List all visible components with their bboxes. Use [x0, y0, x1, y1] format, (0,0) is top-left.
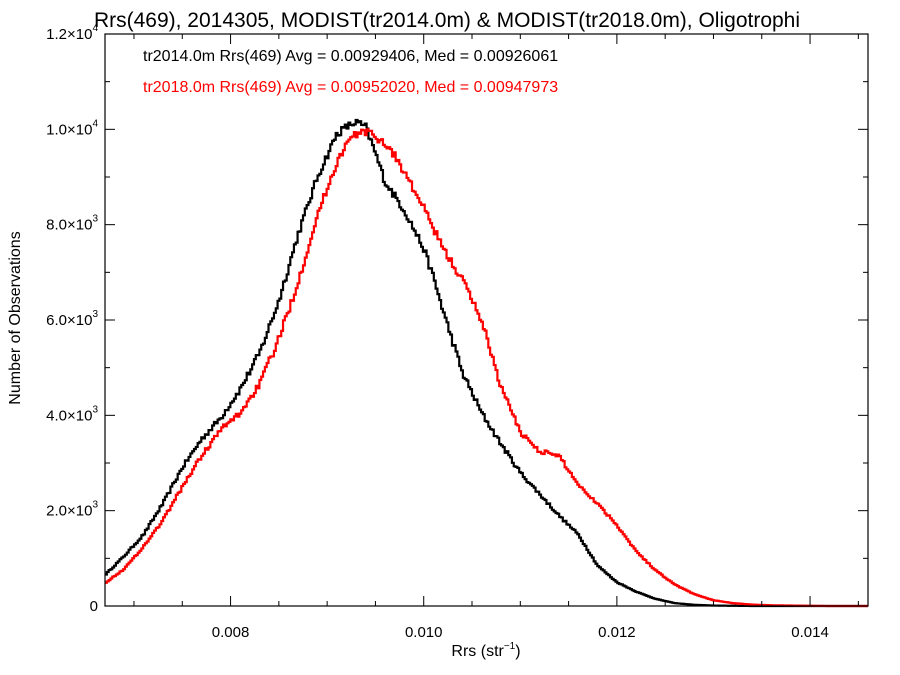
chart-title: Rrs(469), 2014305, MODIST(tr2014.0m) & M…	[94, 9, 800, 32]
y-tick-label: 1.2×104	[46, 23, 98, 43]
y-tick-label: 6.0×103	[46, 309, 98, 329]
x-axis: 0.008 0.010 0.012 0.014	[133, 34, 859, 641]
y-tick-label: 2.0×103	[46, 500, 98, 520]
x-axis-label: Rrs (str−1)	[451, 641, 520, 660]
y-axis: 0 2.0×103 4.0×103 6.0×103 8.0×103 1.0×104 1.2×…	[46, 23, 868, 615]
x-tick-label: 0.010	[405, 624, 443, 641]
y-axis-label: Number of Observations	[7, 231, 24, 404]
y-tick-label: 8.0×103	[46, 214, 98, 234]
y-tick-label: 1.0×104	[46, 118, 98, 138]
y-tick-label: 4.0×103	[46, 404, 98, 424]
x-tick-label: 0.014	[791, 624, 829, 641]
series-line-1	[105, 128, 868, 608]
x-tick-label: 0.012	[598, 624, 636, 641]
legend-entry-red: tr2018.0m Rrs(469) Avg = 0.00952020, Med…	[143, 79, 558, 96]
x-tick-label: 0.008	[212, 624, 250, 641]
y-tick-label: 0	[90, 598, 98, 615]
plot-frame	[104, 33, 869, 607]
series-layer	[105, 118, 868, 608]
legend-entry-black: tr2014.0m Rrs(469) Avg = 0.00929406, Med…	[143, 48, 558, 65]
series-line-0	[105, 118, 868, 608]
legend: tr2014.0m Rrs(469) Avg = 0.00929406, Med…	[143, 48, 558, 96]
